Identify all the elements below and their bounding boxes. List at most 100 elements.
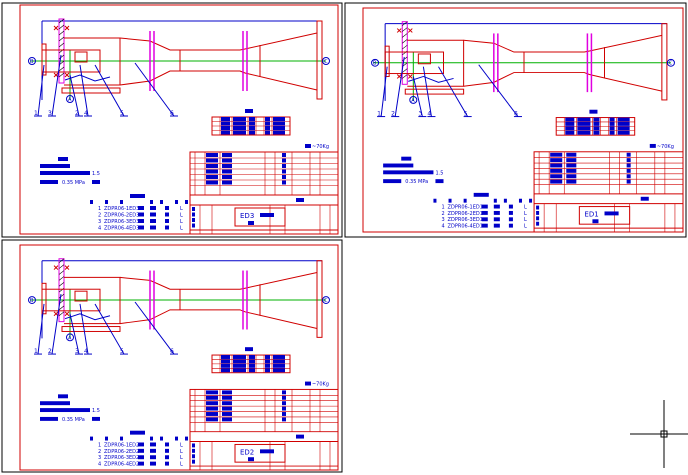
parts-list-material [493, 223, 500, 228]
signature-label [192, 459, 195, 464]
parts-list-material [150, 461, 156, 466]
weight-label [305, 381, 311, 386]
bolt-mark-icon [407, 28, 413, 33]
title-block-cell [550, 168, 563, 173]
title-block-cell [222, 395, 232, 400]
notes-line-3-value: 0.35 MPa [62, 180, 85, 186]
drawing-title-text [260, 449, 274, 454]
plate-hatch [58, 276, 65, 281]
plate-hatch [58, 305, 65, 311]
parts-list-qty [165, 461, 169, 466]
plate-hatch [58, 293, 65, 299]
parts-list-name [138, 212, 144, 217]
parts-list-name [481, 204, 488, 209]
parts-list-unit: L [524, 217, 527, 223]
plate-hatch [58, 24, 65, 30]
title-block-cell [206, 158, 218, 163]
part-balloon: 5 [464, 111, 468, 118]
bolt-mark-icon [53, 311, 59, 317]
parts-list-header [185, 436, 188, 441]
leader-line [422, 66, 432, 117]
title-block-cell [282, 180, 286, 185]
parts-list-unit: L [180, 462, 183, 468]
section-marker [322, 296, 330, 304]
leader-line [51, 294, 62, 355]
notes-line-1 [40, 401, 70, 406]
title-block-cell [282, 417, 286, 422]
parts-list-no: 2 [441, 211, 444, 217]
notes-line-2 [40, 408, 90, 413]
plate-hatch [58, 30, 65, 36]
flange-table-cell [617, 130, 630, 135]
parts-list-qty [508, 217, 513, 222]
flange-table-cell [249, 359, 255, 364]
part-balloon: 4 [84, 110, 88, 117]
title-block-cell [282, 395, 286, 400]
parts-list-qty [165, 219, 169, 223]
section-marker [666, 58, 675, 67]
bolt-mark-icon [64, 72, 70, 78]
title-block: ED1 [533, 151, 684, 233]
parts-list: 1 ZDPR06-1ED2 L 2 ZDPR06-2ED2 L 3 ZDPR06-3ED2 L 4… [90, 430, 188, 468]
leader-line [79, 303, 89, 355]
technical-notes: 1.5 0.35 MPa [40, 157, 100, 186]
parts-list-name [138, 455, 144, 460]
plate-hatch [58, 282, 65, 287]
signature-label [536, 210, 540, 215]
title-block-cell [282, 406, 286, 411]
notes-line-2-value: 1.5 [92, 408, 100, 414]
parts-list-no: 4 [98, 226, 101, 232]
title-block-cell [550, 152, 563, 157]
flange-table-cell [249, 355, 255, 359]
pipe-upper-contour [463, 34, 662, 53]
weight-value: ~70Kg [312, 144, 329, 150]
parts-list-qty [165, 206, 169, 210]
valve-seat [417, 53, 431, 65]
title-block-cell [206, 180, 218, 185]
parts-list-material [150, 206, 156, 210]
parts-list-material [150, 225, 156, 230]
title-block: ED3 [189, 151, 339, 235]
pipe-lower-contour [463, 72, 662, 92]
leader-line [69, 313, 80, 355]
parts-list-code: ZDPR06-3ED1 [448, 217, 483, 223]
parts-list-name [481, 210, 488, 215]
parts-list-code: ZDPR06-1ED3 [104, 206, 139, 212]
parts-list-material [150, 212, 156, 217]
leader-line [134, 301, 175, 355]
housing [407, 39, 465, 87]
leader-line [438, 66, 469, 117]
title-block-cell [566, 163, 577, 168]
flange-table-cell [233, 117, 246, 121]
plate-hatch [402, 21, 408, 26]
parts-list-code: ZDPR06-1ED2 [104, 442, 139, 448]
housing [64, 276, 121, 325]
assembly-drawing: B C A 1 3 2 4 5 6 [28, 18, 330, 117]
flange-table-cell [565, 117, 575, 122]
title-block-cell [282, 390, 286, 395]
flange-table [211, 347, 291, 374]
flange-table-cell [577, 130, 591, 135]
parts-list-no: 2 [98, 213, 101, 219]
flange-table-cell [577, 117, 591, 122]
notes-line-1 [40, 164, 70, 168]
title-block-cell [550, 174, 563, 179]
section-marker-label: A [68, 97, 72, 103]
signature-label [192, 223, 195, 228]
flange-table-cell [233, 363, 246, 368]
bolt-mark-icon [64, 25, 70, 31]
bolt-mark-icon [53, 72, 59, 78]
flange-table-cell [249, 363, 255, 368]
plate-hatch [402, 39, 408, 44]
flange-table-cell [221, 355, 230, 359]
parts-list-code: ZDPR06-2ED1 [448, 211, 483, 217]
plate-hatch [58, 264, 65, 269]
title-block-cell [626, 174, 631, 179]
flange-table-cell [221, 363, 230, 368]
parts-list-qty [165, 442, 169, 447]
section-marker-label: C [669, 61, 673, 67]
section-marker [28, 57, 36, 65]
